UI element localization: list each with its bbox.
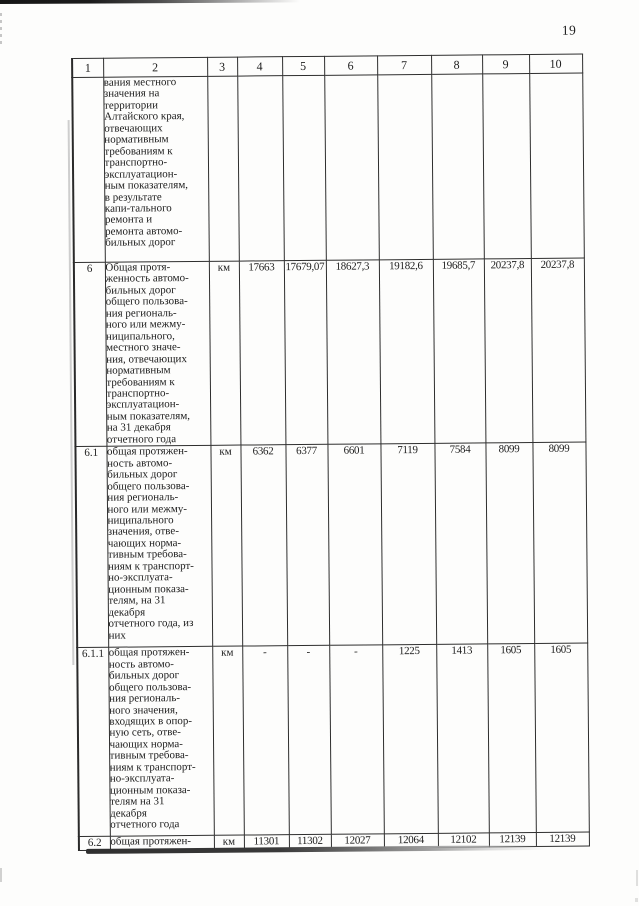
value-cell: 8099 (532, 442, 588, 644)
row-number-cell (72, 77, 105, 263)
indicator-name-cell: вания местного значения на территории Ал… (103, 76, 209, 263)
column-header-10: 10 (529, 54, 583, 74)
column-header-4: 4 (237, 56, 283, 77)
column-header-5: 5 (282, 56, 325, 76)
value-cell (237, 75, 284, 262)
column-header-8: 8 (431, 54, 483, 75)
scan-artifact-right-edge (636, 870, 638, 886)
unit-cell: км (210, 445, 243, 647)
column-header-3: 3 (207, 57, 238, 77)
indicator-name-cell: общая протяжен- ность автомо- бильных до… (106, 445, 213, 648)
unit-cell: км (212, 646, 244, 836)
value-cell (282, 75, 326, 261)
table-row-6-1: 6.1 общая протяжен- ность автомо- бильны… (75, 442, 588, 648)
indicator-name-cell: общая протяжен- ность автомо- бильных до… (108, 646, 214, 837)
indicator-name-cell: Общая протя- женность автомо- бильных до… (104, 261, 211, 447)
scan-artifact-top-bar (0, 0, 300, 4)
value-cell (324, 74, 379, 261)
table-row-6-1-1: 6.1.1 общая протяжен- ность автомо- биль… (77, 643, 589, 837)
scan-artifact-right-speck (635, 898, 638, 902)
row-number-cell: 6.1.1 (77, 647, 110, 837)
value-cell: 20237,8 (530, 258, 586, 443)
column-header-2: 2 (103, 57, 208, 78)
value-cell: - (287, 645, 331, 835)
value-cell: 1605 (487, 643, 536, 834)
unit-cell (207, 76, 239, 262)
table-row-continuation: вания местного значения на территории Ал… (72, 73, 584, 263)
road-indicators-table: 1 2 3 4 5 6 7 8 9 10 вания местного знач… (71, 53, 590, 852)
value-cell (377, 74, 433, 260)
value-cell: 6362 (240, 444, 288, 647)
value-cell: - (329, 645, 384, 835)
value-cell: 7119 (380, 443, 437, 646)
column-header-7: 7 (377, 55, 432, 75)
row-number-cell: 6.1 (75, 446, 109, 648)
scan-artifact-left-dots (0, 13, 2, 47)
value-cell (431, 73, 484, 260)
value-cell: 1413 (436, 644, 489, 834)
unit-cell: км (208, 261, 241, 446)
value-cell (529, 73, 584, 259)
value-cell: 19685,7 (432, 258, 486, 444)
value-cell: 17679,07 (283, 260, 328, 445)
value-cell: 17663 (238, 260, 286, 446)
value-cell: 1225 (382, 644, 438, 835)
value-cell: 18627,3 (325, 259, 381, 445)
column-header-9: 9 (482, 54, 530, 74)
value-cell: 6377 (285, 444, 330, 646)
value-cell: 1605 (534, 643, 589, 833)
value-cell: 20237,8 (483, 258, 533, 444)
value-cell: 19182,6 (378, 259, 435, 445)
value-cell: - (242, 645, 289, 836)
value-cell (482, 73, 531, 259)
scan-artifact-left-edge (0, 868, 2, 882)
value-cell: 7584 (434, 443, 488, 645)
column-header-6: 6 (324, 55, 378, 76)
page-number: 19 (561, 22, 577, 38)
value-cell: 8099 (485, 442, 535, 645)
column-header-1: 1 (72, 58, 104, 78)
row-number-cell: 6 (73, 262, 107, 447)
table-row-6: 6 Общая протя- женность автомо- бильных … (73, 258, 586, 447)
value-cell: 6601 (327, 444, 383, 646)
